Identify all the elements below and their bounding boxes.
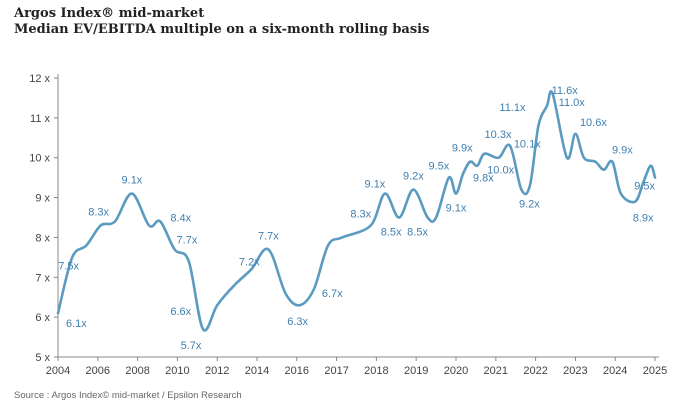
x-tick-label: 2018	[364, 365, 388, 377]
x-tick-label: 2024	[603, 365, 627, 377]
data-label: 5.7x	[181, 340, 202, 352]
data-label: 6.6x	[170, 306, 191, 318]
data-label: 11.1x	[499, 102, 526, 114]
data-label: 9.2x	[403, 171, 424, 183]
data-label: 8.5x	[381, 227, 402, 239]
data-label: 7.2x	[239, 256, 260, 268]
y-tick-label: 10 x	[29, 153, 50, 165]
x-tick-label: 2010	[165, 365, 189, 377]
data-label: 10.0x	[487, 165, 514, 177]
x-tick-label: 2008	[125, 365, 149, 377]
x-tick-label: 2019	[404, 365, 428, 377]
data-label: 8.3x	[88, 206, 109, 218]
series-line-0	[56, 90, 657, 332]
data-label: 9.5x	[428, 161, 449, 173]
y-tick-label: 9 x	[35, 193, 50, 205]
data-label: 10.6x	[580, 117, 607, 129]
x-tick-label: 2022	[523, 365, 547, 377]
x-tick-label: 2020	[444, 365, 468, 377]
x-tick-label: 2021	[484, 365, 508, 377]
data-label: 7.5x	[58, 260, 79, 272]
x-tick-label: 2014	[245, 365, 269, 377]
y-tick-label: 7 x	[35, 272, 50, 284]
y-tick-label: 5 x	[35, 352, 50, 364]
data-label: 9.9x	[452, 143, 473, 155]
x-tick-label: 2004	[46, 365, 70, 377]
y-tick-label: 6 x	[35, 312, 50, 324]
chart-subtitle: Median EV/EBITDA multiple on a six-month…	[14, 22, 430, 37]
data-label: 9.2x	[519, 199, 540, 211]
chart-title: Argos Index® mid-market	[14, 6, 205, 21]
data-label: 7.7x	[258, 230, 279, 242]
data-label: 6.1x	[66, 318, 87, 330]
data-label: 10.1x	[514, 139, 541, 151]
source-note: Source : Argos Index© mid-market / Epsil…	[14, 390, 242, 401]
data-label: 8.5x	[407, 227, 428, 239]
data-label: 9.9x	[612, 145, 633, 157]
data-label: 10.3x	[485, 129, 512, 141]
data-label: 8.4x	[170, 212, 191, 224]
data-label: 9.8x	[473, 173, 494, 185]
y-tick-label: 8 x	[35, 232, 50, 244]
y-tick-label: 12 x	[29, 73, 50, 85]
y-tick-label: 11 x	[30, 113, 50, 125]
data-label: 8.9x	[633, 213, 654, 225]
data-label: 6.7x	[322, 288, 343, 300]
data-label: 6.3x	[287, 316, 308, 328]
data-label: 11.6x	[552, 85, 579, 97]
data-label: 8.3x	[350, 208, 371, 220]
x-tick-label: 2023	[563, 365, 587, 377]
x-tick-label: 2006	[86, 365, 110, 377]
x-tick-label: 2016	[285, 365, 309, 377]
x-tick-label: 2017	[324, 365, 348, 377]
data-label: 9.5x	[634, 181, 655, 193]
data-label: 9.1x	[446, 203, 467, 215]
data-label: 11.0x	[559, 97, 586, 109]
data-label: 9.1x	[122, 175, 143, 187]
data-label: 7.7x	[177, 234, 198, 246]
x-tick-label: 2012	[205, 365, 229, 377]
chart-title-block: Argos Index® mid-market Median EV/EBITDA…	[14, 6, 429, 38]
x-tick-label: 2025	[643, 365, 667, 377]
data-label: 9.1x	[365, 179, 386, 191]
